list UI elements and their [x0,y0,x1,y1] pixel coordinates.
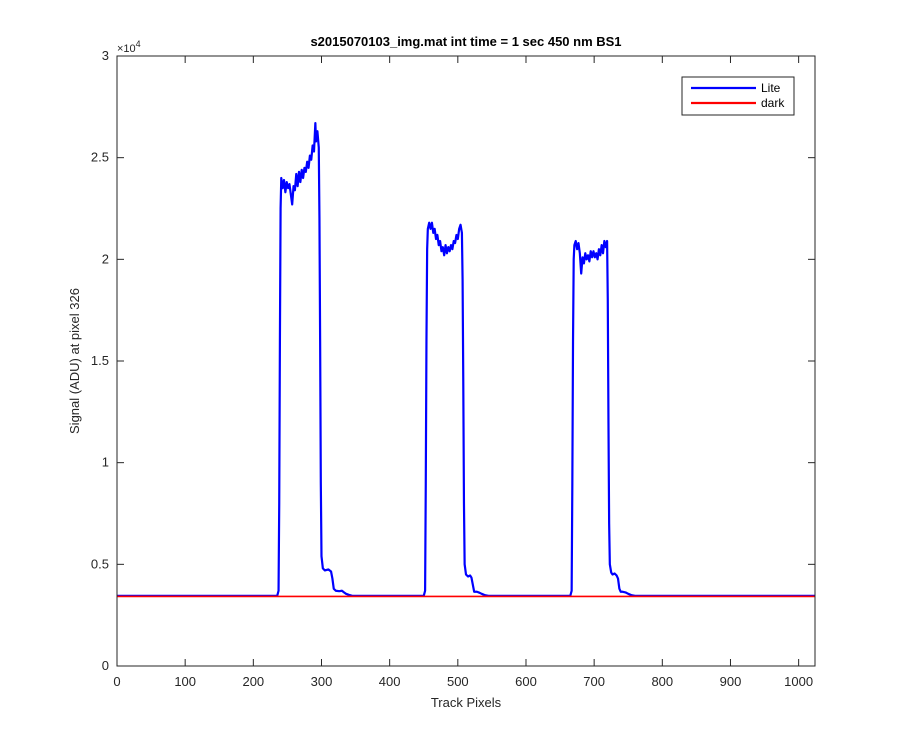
x-tick-label: 500 [447,674,469,689]
y-axis: 0 0.5 1 1.5 2 2.5 3 [91,48,815,673]
y-tick-label: 3 [102,48,109,63]
y-tick-label: 0 [102,658,109,673]
x-tick-label: 200 [242,674,264,689]
x-tick-label: 0 [113,674,120,689]
y-tick-label: 1.5 [91,353,109,368]
plot-frame [116,55,816,667]
x-axis: 0 100 200 300 400 500 600 700 800 900 1000 [113,56,813,689]
series-layer [117,122,815,598]
legend-box [681,76,795,116]
y-tick-label: 1 [102,455,109,470]
plot-area [117,56,815,666]
chart-title: s2015070103_img.mat int time = 1 sec 450… [310,34,621,49]
legend-label-lite: Lite [761,81,781,95]
x-tick-label: 700 [583,674,605,689]
x-tick-label: 900 [720,674,742,689]
y-tick-label: 2 [102,251,109,266]
y-axis-label: Signal (ADU) at pixel 326 [67,288,82,434]
x-tick-label: 1000 [784,674,813,689]
legend-label-dark: dark [761,96,785,110]
y-axis-exponent: ×104 [117,39,141,55]
x-tick-label: 400 [379,674,401,689]
x-tick-label: 600 [515,674,537,689]
y-tick-label: 2.5 [91,150,109,165]
x-tick-label: 300 [311,674,333,689]
y-tick-label: 0.5 [91,556,109,571]
series-line-lite [117,122,815,597]
x-axis-label: Track Pixels [431,695,502,710]
x-tick-label: 800 [651,674,673,689]
x-tick-label: 100 [174,674,196,689]
